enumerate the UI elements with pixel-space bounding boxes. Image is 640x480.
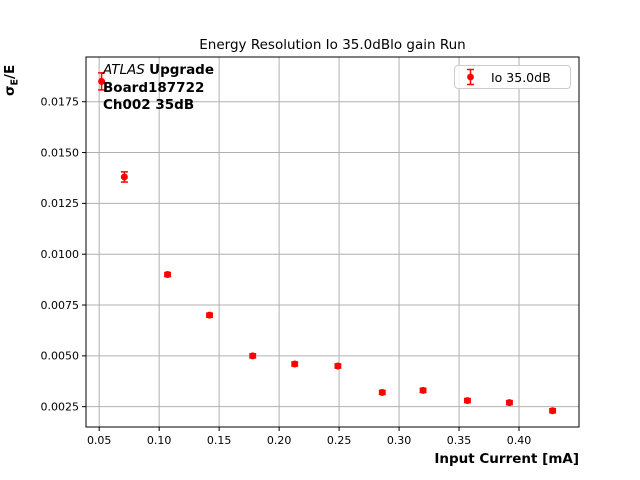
plot-border: [85, 56, 580, 428]
legend: Io 35.0dB: [454, 65, 571, 89]
y-axis-label: σE/E: [2, 65, 21, 96]
y-tick-label: 0.0175: [41, 96, 80, 109]
y-tick-label: 0.0100: [41, 248, 80, 261]
x-tick-label: 0.25: [327, 434, 352, 447]
y-tick-label: 0.0150: [41, 146, 80, 159]
data-point: [291, 360, 299, 368]
y-tick-label: 0.0125: [41, 197, 80, 210]
y-axis-label-rest: /E: [2, 64, 18, 79]
x-axis-label: Input Current [mA]: [434, 451, 579, 467]
data-point: [463, 397, 471, 405]
data-point: [505, 399, 513, 407]
data-point: [98, 77, 106, 85]
y-tick-label: 0.0050: [41, 350, 80, 363]
annotation-line-2: Board187722: [103, 79, 205, 96]
atlas-label: ATLAS: [103, 62, 145, 78]
data-point: [164, 271, 172, 279]
data-point: [549, 407, 557, 415]
x-tick-label: 0.20: [267, 434, 292, 447]
data-point: [378, 388, 386, 396]
annotation-line-1: ATLAS Upgrade: [103, 62, 214, 80]
data-point: [249, 352, 257, 360]
x-tick-label: 0.30: [387, 434, 412, 447]
chart-title: Energy Resolution Io 35.0dBlo gain Run: [199, 37, 466, 53]
upgrade-label: Upgrade: [149, 62, 215, 78]
x-tick-label: 0.05: [87, 434, 112, 447]
y-tick-label: 0.0025: [41, 401, 80, 414]
x-tick-label: 0.40: [507, 434, 532, 447]
data-point: [334, 362, 342, 370]
sigma-symbol: σ: [2, 85, 18, 96]
errorbar-marker-icon: [467, 68, 474, 86]
data-point: [120, 173, 128, 181]
x-tick-label: 0.35: [447, 434, 472, 447]
legend-label: Io 35.0dB: [491, 69, 551, 85]
x-tick-label: 0.15: [207, 434, 232, 447]
data-point: [206, 311, 214, 319]
data-point: [419, 386, 427, 394]
annotation-line-3: Ch002 35dB: [103, 97, 195, 113]
y-tick-label: 0.0075: [41, 299, 80, 312]
x-tick-label: 0.10: [147, 434, 172, 447]
sigma-subscript: E: [9, 78, 21, 86]
annotation: ATLAS Upgrade Board187722 Ch002 35dB: [103, 62, 214, 115]
